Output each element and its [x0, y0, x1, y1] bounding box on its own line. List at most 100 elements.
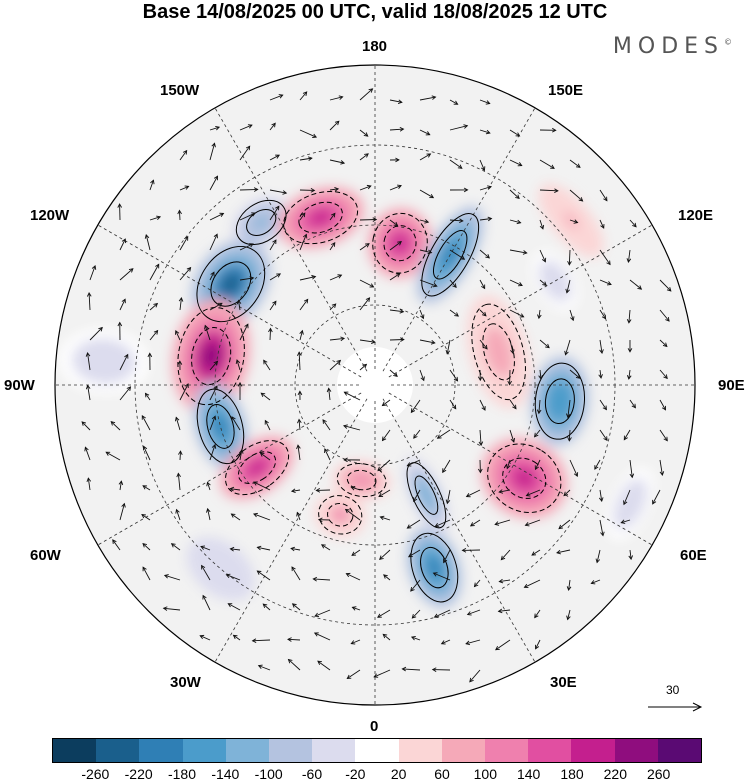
wind-arrow [419, 279, 438, 288]
wind-arrow [230, 513, 241, 521]
colorbar-tick-label: -260 [81, 766, 110, 782]
contour-line [235, 199, 287, 246]
wind-arrow [299, 129, 318, 138]
wind-arrow [599, 279, 612, 286]
wind-arrow [389, 219, 399, 227]
wind-arrow [449, 187, 469, 193]
wind-arrow [178, 450, 183, 461]
wind-arrow [110, 421, 121, 431]
wind-arrow [509, 129, 521, 137]
wind-arrow [539, 219, 545, 230]
meridian-line [382, 107, 536, 372]
wind-arrow [626, 309, 632, 324]
wind-arrow [269, 205, 280, 221]
wind-arrow [256, 545, 271, 551]
wind-arrow [359, 363, 368, 371]
wind-arrow [299, 233, 308, 251]
wind-arrow [204, 324, 211, 341]
wind-arrow [469, 519, 481, 527]
wind-arrow [539, 339, 550, 349]
wind-arrow [449, 279, 457, 289]
wind-arrow [209, 125, 221, 131]
wind-arrow [479, 129, 491, 135]
wind-arrow [239, 124, 253, 131]
wind-arrow [379, 515, 391, 521]
wind-arrow [299, 188, 316, 193]
wind-arrow [297, 418, 302, 431]
wind-arrow [419, 95, 437, 101]
contour-line [414, 475, 439, 515]
wind-arrow [564, 339, 571, 356]
wind-arrow [86, 477, 92, 491]
wind-arrow [479, 249, 491, 259]
wind-arrow [209, 415, 217, 431]
longitude-label-150e: 150E [548, 82, 584, 99]
wind-arrow [350, 639, 361, 645]
map-disk [55, 65, 695, 705]
wind-arrow [565, 399, 571, 419]
wind-arrow [406, 459, 421, 467]
wind-arrow [432, 572, 451, 581]
wind-arrow [326, 387, 332, 401]
wind-arrow [142, 485, 151, 491]
wind-arrow [449, 159, 463, 169]
wind-arrow [659, 339, 668, 348]
wind-arrow [350, 485, 361, 491]
colorbar-tick-label: 60 [434, 766, 450, 782]
wind-arrow [523, 579, 541, 589]
anomaly-region [213, 561, 229, 576]
wind-arrow [251, 638, 271, 643]
wind-arrow [119, 298, 126, 311]
wind-arrow [509, 279, 523, 287]
meridian-line [214, 398, 368, 663]
wind-arrow [410, 635, 421, 641]
wind-arrow [434, 519, 451, 528]
wind-arrow [209, 302, 223, 311]
wind-arrow [147, 352, 153, 371]
wind-arrow [346, 669, 361, 680]
wind-arrow [445, 489, 451, 505]
anomaly-region [491, 339, 506, 365]
wind-arrow [269, 239, 277, 251]
wind-arrow [262, 603, 271, 611]
longitude-label-90w: 90W [4, 377, 35, 394]
wind-arrow [536, 399, 542, 415]
anomaly-region [334, 509, 346, 520]
wind-arrow [117, 203, 122, 221]
wind-arrow [239, 243, 254, 251]
wind-arrow [209, 443, 217, 461]
wind-arrow [626, 369, 632, 380]
wind-arrow [419, 129, 431, 136]
anomaly-region [421, 486, 432, 504]
wind-arrow [479, 99, 491, 105]
wind-arrow [287, 658, 301, 671]
wind-arrow [163, 574, 181, 581]
colorbar-ticks: -260 -220 -180 -140 -100 -60 -20 20 60 100 140 180 2… [0, 766, 750, 783]
wind-arrow [410, 579, 421, 592]
contour-line [372, 212, 428, 274]
wind-arrow [652, 489, 661, 505]
wind-arrow [466, 609, 481, 616]
wind-arrow [494, 519, 511, 526]
wind-arrow [229, 546, 241, 552]
wind-arrow [506, 459, 511, 470]
longitude-label-180: 180 [362, 38, 388, 55]
meridian-line [382, 398, 536, 663]
contour-line [544, 378, 575, 425]
contour-line [225, 440, 290, 496]
colorbar-tick-label: -220 [124, 766, 153, 782]
wind-arrow [479, 159, 486, 172]
wind-arrow [299, 212, 306, 221]
wind-arrow [539, 249, 547, 263]
wind-arrow [373, 669, 391, 678]
wind-arrow [162, 606, 181, 611]
wind-arrow [324, 448, 331, 461]
wind-arrow [558, 519, 571, 530]
wind-arrow [659, 399, 666, 411]
colorbar-tick-label: -100 [254, 766, 283, 782]
wind-arrow [539, 279, 547, 286]
wind-arrow [345, 572, 361, 581]
wind-arrow [479, 339, 488, 350]
contour-line [421, 213, 480, 297]
wind-arrow [378, 489, 391, 497]
